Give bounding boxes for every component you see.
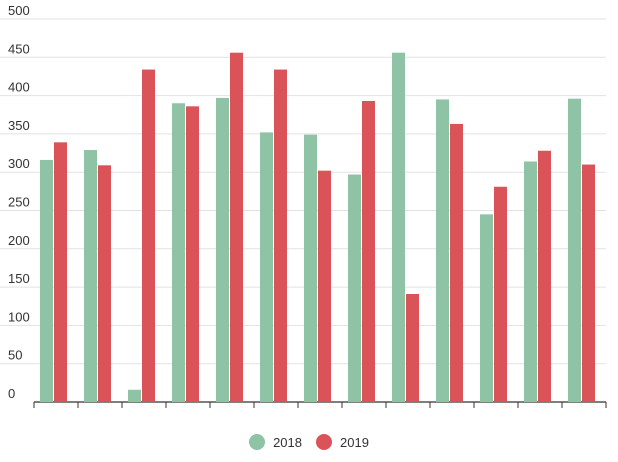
legend-label-2018: 2018 bbox=[273, 434, 302, 450]
y-tick-label: 300 bbox=[8, 156, 30, 171]
y-tick-label: 450 bbox=[8, 41, 30, 56]
bar-2018-6 bbox=[260, 132, 273, 403]
bar-2019-2 bbox=[98, 165, 111, 402]
y-tick-label: 100 bbox=[8, 309, 30, 324]
bar-2019-12 bbox=[538, 150, 551, 402]
legend-swatch-2019 bbox=[316, 434, 332, 450]
bar-2018-5 bbox=[216, 97, 229, 402]
bar-2019-13 bbox=[582, 164, 595, 402]
y-tick-label: 50 bbox=[8, 348, 22, 363]
legend: 2018 2019 bbox=[0, 430, 618, 454]
legend-item-2018[interactable]: 2018 bbox=[249, 434, 302, 450]
bar-2019-10 bbox=[450, 123, 463, 402]
y-tick-label: 350 bbox=[8, 118, 30, 133]
bar-2018-8 bbox=[348, 174, 361, 402]
y-tick-label: 250 bbox=[8, 195, 30, 210]
legend-label-2019: 2019 bbox=[340, 434, 369, 450]
bar-2019-8 bbox=[362, 100, 375, 402]
bar-2019-9 bbox=[406, 293, 419, 402]
bar-2018-10 bbox=[436, 99, 449, 403]
bar-2018-3 bbox=[128, 389, 141, 402]
bar-2018-12 bbox=[524, 161, 537, 402]
y-tick-label: 150 bbox=[8, 271, 30, 286]
legend-swatch-2018 bbox=[249, 434, 266, 450]
bar-2019-11 bbox=[494, 186, 507, 402]
bar-2019-1 bbox=[54, 142, 67, 403]
bar-2019-7 bbox=[318, 170, 331, 402]
bar-2018-2 bbox=[84, 149, 97, 402]
bar-2018-1 bbox=[40, 159, 53, 402]
bar-2018-13 bbox=[568, 98, 581, 402]
y-tick-label: 400 bbox=[8, 80, 30, 95]
bar-chart: 0 50 100 150 200 250 300 350 400 450 500 bbox=[0, 3, 607, 408]
y-tick-label: 500 bbox=[8, 3, 30, 18]
bar-2018-4 bbox=[172, 103, 185, 402]
bar-2019-6 bbox=[274, 69, 287, 402]
bar-2018-7 bbox=[304, 134, 317, 402]
bar-2018-11 bbox=[480, 214, 493, 402]
y-tick-label: 0 bbox=[8, 386, 15, 401]
bar-2019-3 bbox=[142, 69, 155, 402]
bar-2018-9 bbox=[392, 52, 405, 402]
bar-2019-4 bbox=[186, 106, 199, 402]
legend-item-2019[interactable]: 2019 bbox=[316, 434, 369, 450]
bar-2019-5 bbox=[230, 52, 243, 402]
y-tick-label: 200 bbox=[8, 233, 30, 248]
